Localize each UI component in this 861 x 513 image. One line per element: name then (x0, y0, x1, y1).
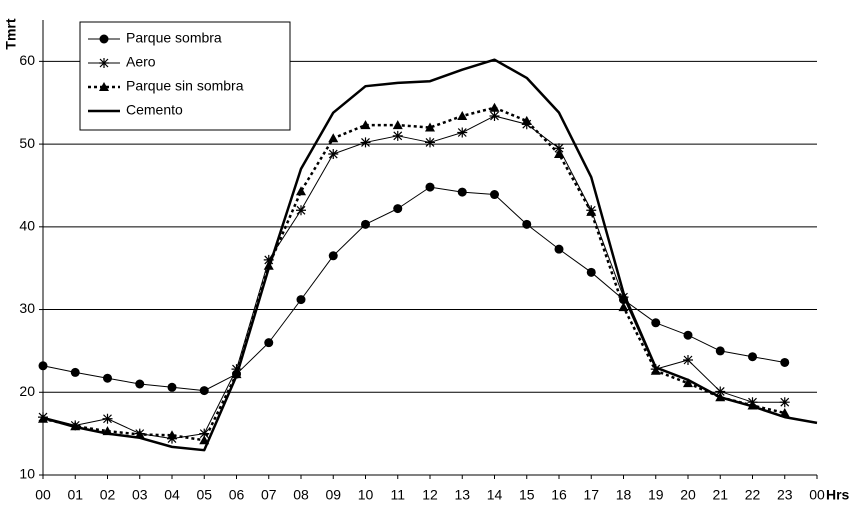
x-tick-label: 23 (777, 487, 793, 503)
marker (490, 190, 499, 200)
marker (683, 355, 693, 366)
y-axis-label: Tmrt (3, 18, 19, 49)
marker (99, 34, 109, 44)
marker (360, 120, 371, 130)
series-line (42, 106, 786, 442)
marker (457, 187, 467, 197)
marker (99, 82, 109, 91)
marker (167, 382, 177, 392)
x-tick-label: 21 (712, 487, 728, 503)
y-tick-label: 10 (19, 466, 35, 482)
legend-label: Parque sombra (126, 30, 222, 46)
x-tick-label: 17 (583, 487, 599, 503)
x-tick-label: 07 (261, 487, 277, 503)
marker (135, 379, 145, 389)
marker (392, 120, 403, 130)
marker (167, 430, 177, 440)
marker (554, 149, 564, 159)
marker (328, 133, 339, 143)
x-tick-label: 19 (648, 487, 664, 503)
x-tick-label: 03 (132, 487, 148, 503)
marker (618, 302, 629, 312)
marker (328, 149, 339, 160)
marker (328, 251, 338, 261)
marker (393, 204, 403, 214)
legend-label: Cemento (126, 102, 183, 118)
y-tick-label: 20 (19, 383, 35, 399)
x-tick-label: 05 (196, 487, 212, 503)
marker (683, 330, 693, 340)
x-tick-label: 00 (809, 487, 825, 503)
y-tick-label: 30 (19, 300, 35, 316)
x-tick-label: 20 (680, 487, 696, 503)
x-tick-label: 15 (519, 487, 535, 503)
x-tick-label: 11 (390, 487, 405, 503)
x-tick-label: 00 (35, 487, 51, 503)
marker (425, 182, 435, 192)
x-tick-label: 01 (67, 487, 83, 503)
marker (651, 318, 661, 328)
marker (489, 110, 500, 121)
y-tick-label: 60 (19, 52, 35, 68)
marker (618, 292, 629, 303)
series-line (42, 58, 818, 452)
marker (586, 267, 596, 277)
marker (779, 397, 790, 408)
marker (425, 137, 435, 148)
marker (780, 357, 790, 367)
x-tick-label: 16 (551, 487, 567, 503)
x-tick-label: 02 (100, 487, 116, 503)
marker (425, 122, 435, 132)
x-tick-label: 13 (454, 487, 470, 503)
x-tick-label: 10 (358, 487, 374, 503)
marker (199, 428, 210, 439)
marker (522, 219, 532, 229)
x-tick-label: 14 (487, 487, 503, 503)
y-tick-label: 50 (19, 135, 35, 151)
x-tick-label: 18 (616, 487, 632, 503)
legend-label: Parque sin sombra (126, 78, 244, 94)
marker (650, 365, 661, 375)
marker (392, 130, 403, 141)
marker (715, 346, 725, 356)
x-tick-label: 04 (164, 487, 180, 503)
marker (264, 338, 274, 348)
marker (296, 295, 306, 305)
marker (554, 143, 564, 154)
marker (361, 219, 370, 229)
marker (360, 137, 371, 148)
series-line (42, 186, 785, 392)
marker (779, 407, 790, 417)
series-line (42, 115, 785, 440)
x-tick-label: 06 (229, 487, 245, 503)
marker (99, 58, 109, 68)
marker (715, 386, 726, 397)
marker (199, 386, 209, 396)
marker (263, 254, 274, 265)
marker (38, 361, 48, 371)
marker (70, 367, 80, 377)
marker (521, 115, 532, 125)
x-tick-label: 22 (745, 487, 761, 503)
x-tick-label: 12 (422, 487, 438, 503)
x-tick-label: 09 (325, 487, 341, 503)
marker (103, 373, 112, 383)
marker (457, 110, 468, 120)
x-axis-label: Hrs (826, 487, 850, 503)
marker (457, 127, 468, 138)
y-tick-label: 40 (19, 218, 35, 234)
marker (489, 102, 500, 112)
marker (748, 352, 757, 362)
x-tick-label: 08 (293, 487, 309, 503)
marker (296, 205, 306, 216)
marker (296, 186, 306, 196)
marker (683, 378, 693, 388)
legend-label: Aero (126, 54, 156, 70)
marker (102, 413, 113, 424)
marker (554, 244, 564, 254)
marker (586, 206, 597, 216)
